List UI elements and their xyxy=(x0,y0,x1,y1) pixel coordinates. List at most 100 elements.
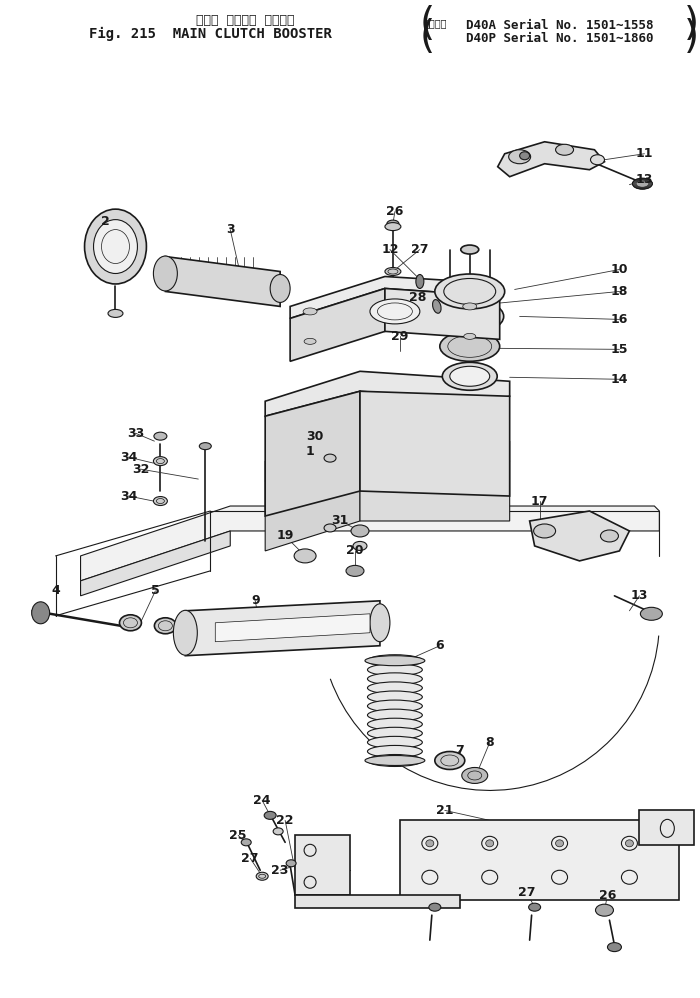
Text: 12: 12 xyxy=(382,244,399,256)
Polygon shape xyxy=(295,835,350,895)
Ellipse shape xyxy=(387,221,399,228)
Polygon shape xyxy=(530,511,629,561)
Ellipse shape xyxy=(351,525,369,537)
Text: 20: 20 xyxy=(346,545,364,558)
Text: 29: 29 xyxy=(391,330,409,343)
Polygon shape xyxy=(360,391,510,496)
Ellipse shape xyxy=(385,267,401,275)
Polygon shape xyxy=(80,506,659,581)
Polygon shape xyxy=(290,276,500,318)
Text: 19: 19 xyxy=(276,530,294,543)
Ellipse shape xyxy=(640,608,662,621)
Text: 32: 32 xyxy=(132,463,149,476)
Ellipse shape xyxy=(416,274,423,288)
Text: (: ( xyxy=(419,18,435,56)
Polygon shape xyxy=(80,531,230,596)
Ellipse shape xyxy=(462,767,488,783)
Ellipse shape xyxy=(153,497,167,506)
Ellipse shape xyxy=(464,333,476,339)
Ellipse shape xyxy=(286,860,296,867)
Ellipse shape xyxy=(85,210,146,284)
Text: 5: 5 xyxy=(151,585,160,598)
Ellipse shape xyxy=(365,656,425,666)
Polygon shape xyxy=(400,820,679,900)
Ellipse shape xyxy=(108,309,123,317)
Polygon shape xyxy=(639,810,694,845)
Text: (: ( xyxy=(419,5,435,43)
Ellipse shape xyxy=(450,366,490,386)
Ellipse shape xyxy=(174,611,197,656)
Polygon shape xyxy=(186,601,380,656)
Text: 10: 10 xyxy=(610,263,628,276)
Ellipse shape xyxy=(528,903,540,911)
Ellipse shape xyxy=(370,604,390,642)
Ellipse shape xyxy=(368,719,422,731)
Polygon shape xyxy=(295,895,460,908)
Ellipse shape xyxy=(368,728,422,740)
Ellipse shape xyxy=(273,828,283,835)
Ellipse shape xyxy=(625,840,634,847)
Text: 27: 27 xyxy=(241,851,259,865)
Ellipse shape xyxy=(365,755,425,765)
Ellipse shape xyxy=(94,220,137,273)
Ellipse shape xyxy=(533,524,556,538)
Ellipse shape xyxy=(509,150,531,164)
Ellipse shape xyxy=(346,566,364,577)
Ellipse shape xyxy=(368,754,422,766)
Polygon shape xyxy=(265,451,360,551)
Text: 27: 27 xyxy=(518,885,536,899)
Ellipse shape xyxy=(120,615,141,631)
Ellipse shape xyxy=(353,542,367,551)
Text: 13: 13 xyxy=(636,174,653,187)
Ellipse shape xyxy=(155,618,176,634)
Ellipse shape xyxy=(429,903,441,911)
Ellipse shape xyxy=(608,943,622,952)
Text: 26: 26 xyxy=(386,206,404,219)
Text: 1: 1 xyxy=(306,445,314,458)
Ellipse shape xyxy=(486,840,493,847)
Text: Fig. 215  MAIN CLUTCH BOOSTER: Fig. 215 MAIN CLUTCH BOOSTER xyxy=(89,27,332,41)
Ellipse shape xyxy=(519,152,530,160)
Ellipse shape xyxy=(442,362,497,390)
Ellipse shape xyxy=(591,155,605,165)
Text: 24: 24 xyxy=(253,793,271,807)
Text: 11: 11 xyxy=(636,148,653,161)
Ellipse shape xyxy=(463,303,477,310)
Polygon shape xyxy=(498,142,605,177)
Text: 6: 6 xyxy=(435,640,444,653)
Text: 3: 3 xyxy=(226,224,234,237)
Polygon shape xyxy=(265,391,360,516)
Text: 2: 2 xyxy=(101,216,110,229)
Ellipse shape xyxy=(370,299,420,324)
Polygon shape xyxy=(290,288,385,361)
Ellipse shape xyxy=(304,338,316,344)
Text: 16: 16 xyxy=(611,313,628,326)
Ellipse shape xyxy=(368,655,422,667)
Ellipse shape xyxy=(368,691,422,703)
Ellipse shape xyxy=(426,840,434,847)
Text: 15: 15 xyxy=(610,343,628,356)
Text: 34: 34 xyxy=(120,490,137,503)
Ellipse shape xyxy=(270,274,290,302)
Text: 18: 18 xyxy=(611,285,628,298)
Ellipse shape xyxy=(368,673,422,685)
Ellipse shape xyxy=(264,811,276,819)
Ellipse shape xyxy=(154,432,167,440)
Ellipse shape xyxy=(368,682,422,694)
Text: 27: 27 xyxy=(411,244,428,256)
Polygon shape xyxy=(385,288,500,339)
Ellipse shape xyxy=(256,872,268,880)
Ellipse shape xyxy=(435,751,465,769)
Ellipse shape xyxy=(632,179,652,190)
Text: 17: 17 xyxy=(531,495,548,508)
Text: 13: 13 xyxy=(631,590,648,603)
Ellipse shape xyxy=(303,308,317,315)
Text: 28: 28 xyxy=(410,291,426,304)
Text: 9: 9 xyxy=(251,595,260,608)
Text: 33: 33 xyxy=(127,427,144,440)
Text: 26: 26 xyxy=(598,888,616,902)
Ellipse shape xyxy=(461,246,479,254)
Ellipse shape xyxy=(440,331,500,361)
Ellipse shape xyxy=(324,524,336,532)
Ellipse shape xyxy=(556,840,564,847)
